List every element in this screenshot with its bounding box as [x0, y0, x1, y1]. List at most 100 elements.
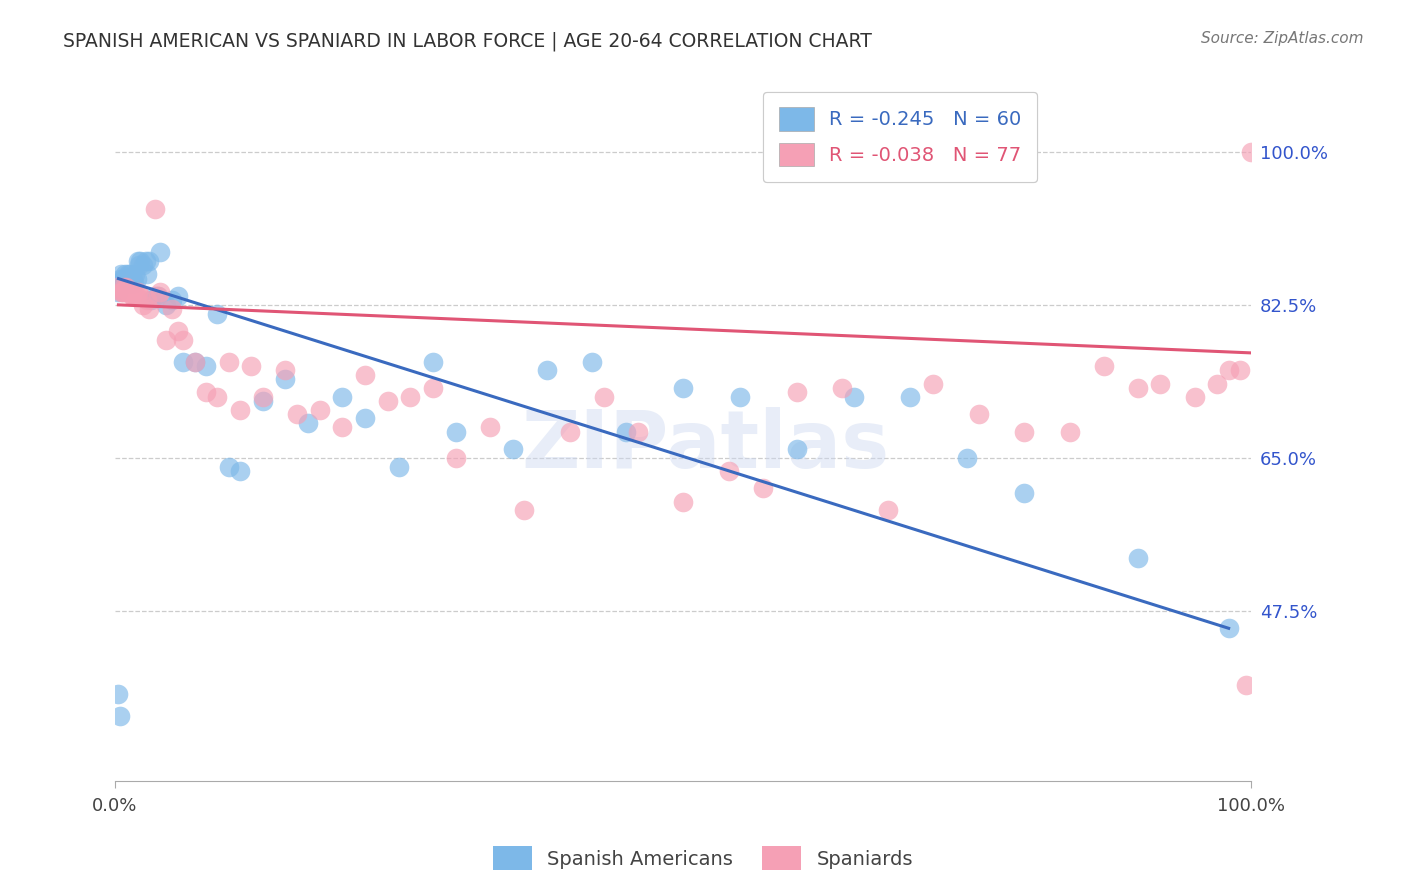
- Text: SPANISH AMERICAN VS SPANIARD IN LABOR FORCE | AGE 20-64 CORRELATION CHART: SPANISH AMERICAN VS SPANIARD IN LABOR FO…: [63, 31, 872, 51]
- Point: [728, 390, 751, 404]
- Point: [831, 381, 853, 395]
- Point: [183, 354, 205, 368]
- Point: [122, 271, 145, 285]
- Point: [581, 354, 603, 368]
- Point: [120, 276, 142, 290]
- Legend: Spanish Americans, Spaniards: Spanish Americans, Spaniards: [485, 838, 921, 878]
- Point: [132, 298, 155, 312]
- Point: [252, 394, 274, 409]
- Point: [108, 271, 131, 285]
- Point: [117, 285, 139, 299]
- Point: [1218, 363, 1240, 377]
- Point: [842, 390, 865, 404]
- Point: [285, 407, 308, 421]
- Point: [297, 416, 319, 430]
- Point: [252, 390, 274, 404]
- Point: [127, 285, 149, 299]
- Point: [240, 359, 263, 373]
- Point: [183, 354, 205, 368]
- Point: [876, 503, 898, 517]
- Point: [115, 271, 138, 285]
- Point: [900, 390, 922, 404]
- Point: [1240, 145, 1263, 159]
- Point: [141, 293, 163, 308]
- Point: [1149, 376, 1171, 391]
- Point: [207, 390, 229, 404]
- Point: [117, 267, 139, 281]
- Point: [111, 276, 134, 290]
- Point: [1126, 381, 1149, 395]
- Point: [160, 302, 183, 317]
- Point: [229, 464, 252, 478]
- Point: [124, 285, 146, 299]
- Point: [354, 411, 377, 425]
- Point: [207, 307, 229, 321]
- Point: [172, 354, 194, 368]
- Point: [114, 285, 136, 299]
- Point: [194, 385, 217, 400]
- Point: [172, 333, 194, 347]
- Point: [479, 420, 502, 434]
- Point: [354, 368, 377, 382]
- Point: [120, 285, 142, 299]
- Point: [125, 289, 148, 303]
- Point: [118, 285, 141, 299]
- Point: [1012, 485, 1035, 500]
- Point: [786, 385, 808, 400]
- Point: [129, 289, 152, 303]
- Point: [112, 271, 135, 285]
- Point: [128, 259, 150, 273]
- Point: [967, 407, 990, 421]
- Point: [1206, 376, 1229, 391]
- Point: [122, 289, 145, 303]
- Point: [148, 289, 170, 303]
- Point: [1126, 551, 1149, 566]
- Point: [138, 302, 160, 317]
- Point: [502, 442, 524, 456]
- Point: [558, 425, 581, 439]
- Point: [627, 425, 650, 439]
- Point: [672, 494, 695, 508]
- Point: [513, 503, 536, 517]
- Point: [118, 271, 141, 285]
- Point: [118, 267, 141, 281]
- Point: [110, 285, 132, 299]
- Point: [108, 708, 131, 723]
- Point: [115, 271, 138, 285]
- Point: [107, 285, 129, 299]
- Point: [1012, 425, 1035, 439]
- Point: [124, 289, 146, 303]
- Point: [149, 245, 172, 260]
- Text: ZIPatlas: ZIPatlas: [522, 407, 890, 484]
- Point: [135, 293, 157, 308]
- Point: [129, 254, 152, 268]
- Point: [111, 285, 134, 299]
- Point: [124, 267, 146, 281]
- Point: [1218, 621, 1240, 635]
- Point: [166, 324, 188, 338]
- Point: [118, 285, 141, 299]
- Point: [218, 354, 240, 368]
- Point: [1234, 678, 1257, 692]
- Text: Source: ZipAtlas.com: Source: ZipAtlas.com: [1201, 31, 1364, 46]
- Point: [330, 420, 353, 434]
- Point: [114, 267, 136, 281]
- Point: [143, 289, 166, 303]
- Point: [121, 271, 143, 285]
- Point: [111, 271, 134, 285]
- Point: [922, 376, 945, 391]
- Point: [155, 298, 177, 312]
- Point: [377, 394, 399, 409]
- Point: [127, 254, 149, 268]
- Point: [751, 482, 773, 496]
- Point: [107, 687, 129, 701]
- Point: [155, 333, 177, 347]
- Point: [194, 359, 217, 373]
- Legend: R = -0.245   N = 60, R = -0.038   N = 77: R = -0.245 N = 60, R = -0.038 N = 77: [763, 92, 1038, 182]
- Point: [138, 254, 160, 268]
- Point: [166, 289, 188, 303]
- Point: [115, 280, 138, 294]
- Point: [148, 289, 170, 303]
- Point: [786, 442, 808, 456]
- Point: [1059, 425, 1081, 439]
